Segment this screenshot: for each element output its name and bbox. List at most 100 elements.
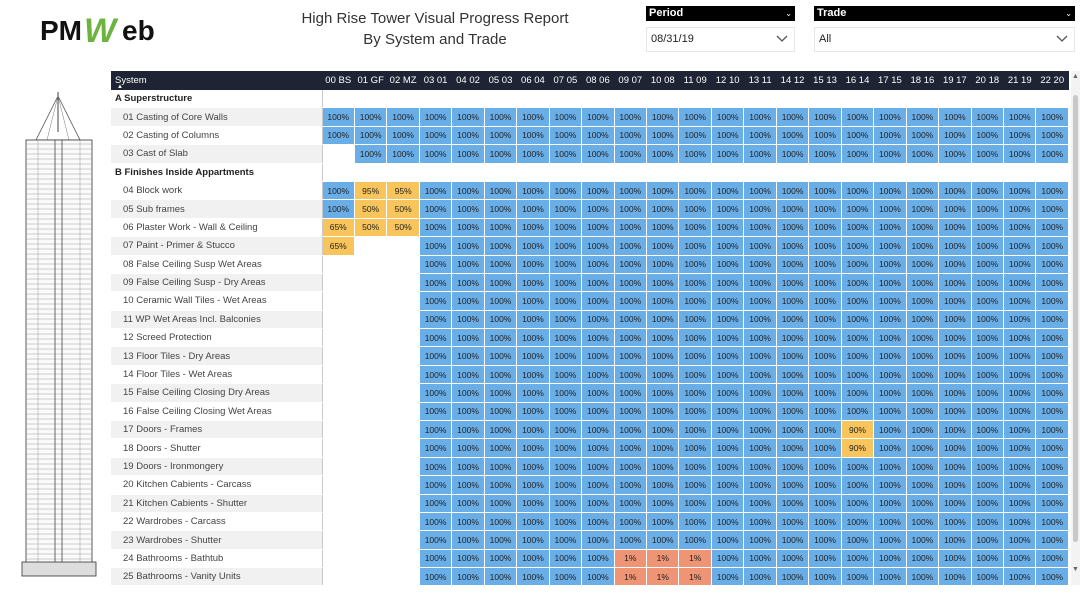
table-row[interactable]: 20 Kitchen Cabients - Carcass 100% 100% 100…	[111, 475, 1069, 495]
progress-cell[interactable]: 100%	[906, 475, 940, 495]
progress-cell[interactable]: 100%	[451, 144, 485, 164]
progress-cell[interactable]: 100%	[549, 236, 583, 256]
progress-cell[interactable]: 100%	[614, 236, 648, 256]
progress-cell[interactable]: 100%	[451, 126, 485, 146]
progress-cell[interactable]: 100%	[451, 402, 485, 422]
column-header[interactable]: 20 18	[971, 71, 1004, 90]
progress-cell[interactable]: 100%	[646, 420, 680, 440]
progress-cell[interactable]: 100%	[451, 420, 485, 440]
progress-cell[interactable]: 100%	[743, 475, 777, 495]
progress-cell[interactable]: 100%	[614, 402, 648, 422]
progress-cell[interactable]: 100%	[678, 273, 712, 293]
progress-cell[interactable]: 100%	[549, 512, 583, 532]
progress-cell[interactable]: 100%	[808, 567, 842, 585]
progress-cell[interactable]: 100%	[808, 402, 842, 422]
progress-cell[interactable]: 100%	[808, 438, 842, 458]
progress-cell[interactable]: 100%	[808, 181, 842, 201]
progress-cell[interactable]: 100%	[614, 530, 648, 550]
vertical-scrollbar[interactable]: ▲ ▼	[1071, 71, 1080, 585]
progress-cell[interactable]: 100%	[711, 181, 745, 201]
progress-cell[interactable]	[386, 567, 420, 585]
progress-cell[interactable]: 100%	[873, 310, 907, 330]
progress-cell[interactable]: 100%	[484, 181, 518, 201]
progress-cell[interactable]: 100%	[971, 567, 1005, 585]
progress-cell[interactable]: 100%	[678, 365, 712, 385]
progress-cell[interactable]: 100%	[516, 181, 550, 201]
progress-cell[interactable]: 100%	[1003, 457, 1037, 477]
progress-cell[interactable]	[354, 438, 388, 458]
progress-cell[interactable]: 100%	[581, 273, 615, 293]
chevron-down-icon[interactable]: ⌄	[785, 9, 792, 18]
progress-cell[interactable]: 100%	[1035, 494, 1069, 513]
progress-cell[interactable]: 100%	[711, 512, 745, 532]
progress-cell[interactable]: 100%	[614, 365, 648, 385]
progress-cell[interactable]: 100%	[614, 218, 648, 238]
progress-cell[interactable]: 100%	[1035, 346, 1069, 366]
progress-cell[interactable]: 100%	[581, 365, 615, 385]
progress-cell[interactable]: 100%	[873, 402, 907, 422]
progress-cell[interactable]: 100%	[646, 346, 680, 366]
progress-cell[interactable]: 100%	[841, 291, 875, 311]
progress-cell[interactable]: 100%	[743, 567, 777, 585]
progress-cell[interactable]: 100%	[841, 328, 875, 348]
progress-cell[interactable]: 100%	[516, 530, 550, 550]
progress-cell[interactable]: 100%	[841, 383, 875, 403]
progress-cell[interactable]: 100%	[938, 181, 972, 201]
progress-cell[interactable]: 100%	[938, 567, 972, 585]
progress-cell[interactable]: 100%	[938, 126, 972, 146]
progress-cell[interactable]: 100%	[938, 438, 972, 458]
progress-cell[interactable]: 100%	[646, 291, 680, 311]
progress-cell[interactable]: 100%	[808, 549, 842, 569]
progress-cell[interactable]: 100%	[906, 273, 940, 293]
progress-cell[interactable]: 100%	[808, 475, 842, 495]
progress-cell[interactable]	[322, 144, 355, 164]
progress-cell[interactable]: 100%	[678, 346, 712, 366]
table-row[interactable]: 24 Bathrooms - Bathtub 100% 100% 100% 100% 10…	[111, 549, 1069, 569]
progress-cell[interactable]: 100%	[646, 218, 680, 238]
progress-cell[interactable]	[322, 346, 355, 366]
progress-cell[interactable]: 100%	[743, 383, 777, 403]
progress-cell[interactable]: 100%	[841, 236, 875, 256]
table-row[interactable]: 09 False Ceiling Susp - Dry Areas 100% 100…	[111, 273, 1069, 293]
progress-cell[interactable]: 100%	[711, 365, 745, 385]
table-row[interactable]: 06 Plaster Work - Wall & Ceiling 65% 50% 50…	[111, 218, 1069, 238]
progress-cell[interactable]: 100%	[386, 126, 420, 146]
progress-cell[interactable]: 100%	[743, 438, 777, 458]
progress-cell[interactable]	[386, 310, 420, 330]
progress-cell[interactable]: 100%	[938, 199, 972, 219]
progress-cell[interactable]: 100%	[646, 438, 680, 458]
progress-cell[interactable]	[386, 457, 420, 477]
progress-cell[interactable]: 100%	[678, 475, 712, 495]
progress-cell[interactable]: 100%	[516, 126, 550, 146]
progress-cell[interactable]: 100%	[938, 420, 972, 440]
progress-cell[interactable]: 100%	[971, 383, 1005, 403]
progress-cell[interactable]: 100%	[906, 310, 940, 330]
progress-cell[interactable]	[354, 383, 388, 403]
progress-cell[interactable]: 100%	[906, 144, 940, 164]
progress-cell[interactable]: 100%	[322, 126, 355, 146]
progress-cell[interactable]: 100%	[776, 475, 810, 495]
progress-cell[interactable]: 100%	[776, 420, 810, 440]
progress-cell[interactable]: 100%	[743, 346, 777, 366]
progress-cell[interactable]: 100%	[906, 549, 940, 569]
progress-cell[interactable]: 100%	[549, 383, 583, 403]
progress-cell[interactable]: 100%	[776, 494, 810, 513]
scroll-up-icon[interactable]: ▲	[1072, 73, 1079, 80]
progress-cell[interactable]: 100%	[484, 291, 518, 311]
progress-cell[interactable]: 100%	[451, 328, 485, 348]
progress-cell[interactable]: 100%	[743, 328, 777, 348]
progress-cell[interactable]: 100%	[873, 126, 907, 146]
progress-cell[interactable]: 100%	[614, 144, 648, 164]
column-header[interactable]: 10 08	[646, 71, 679, 90]
progress-cell[interactable]: 65%	[322, 218, 355, 238]
progress-cell[interactable]: 50%	[354, 218, 388, 238]
progress-cell[interactable]: 100%	[938, 549, 972, 569]
progress-cell[interactable]: 100%	[419, 512, 453, 532]
table-row[interactable]: 14 Floor Tiles - Wet Areas 100% 100% 100% 10…	[111, 365, 1069, 385]
progress-cell[interactable]: 100%	[516, 199, 550, 219]
progress-cell[interactable]: 100%	[549, 475, 583, 495]
progress-cell[interactable]: 100%	[516, 236, 550, 256]
progress-cell[interactable]: 100%	[419, 383, 453, 403]
column-header[interactable]: 14 12	[776, 71, 809, 90]
progress-cell[interactable]: 100%	[516, 383, 550, 403]
